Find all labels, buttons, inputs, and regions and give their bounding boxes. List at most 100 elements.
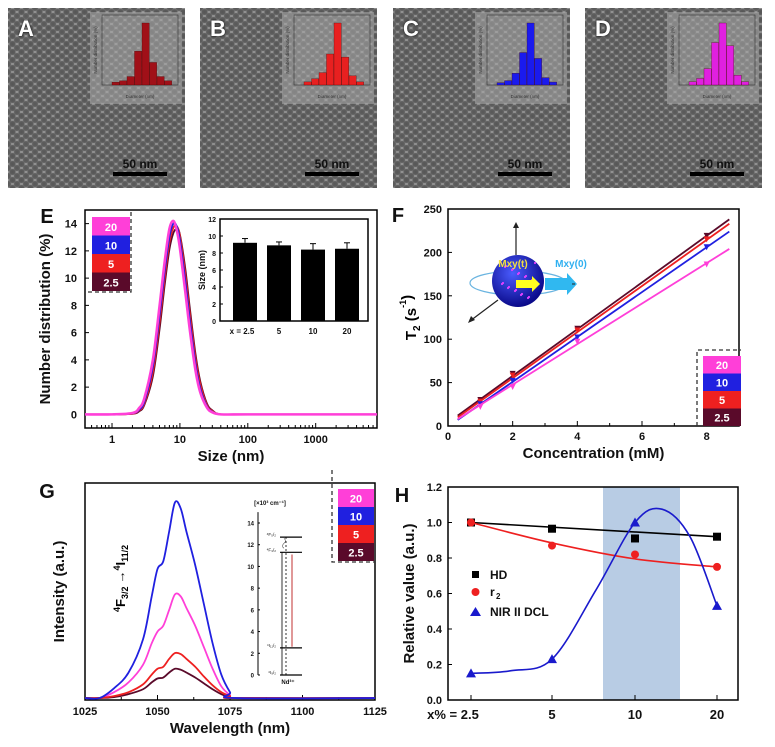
inset-bar	[233, 242, 257, 321]
spectrum-2.5	[84, 667, 376, 700]
transition-part: 11/2	[120, 545, 130, 562]
x-tick-label: x% = 2.5	[427, 707, 479, 722]
inset-bar	[267, 245, 291, 321]
y-axis-label-part: T	[403, 331, 420, 340]
inset-x-tick-label: 20	[343, 327, 352, 336]
histogram-xlabel: Diameter (nm)	[318, 94, 347, 99]
legend-border	[86, 212, 132, 293]
tem-image-b: B Number distribution (%) Diameter (nm) 50 …	[200, 8, 377, 188]
dopant-dot	[500, 282, 504, 286]
x-tick-label: 1075	[218, 706, 242, 718]
y-axis-label: Number distribution (%)	[37, 234, 54, 405]
arrow-head	[513, 222, 519, 228]
inset-y-tick-label: 0	[212, 319, 216, 326]
histogram-bar	[111, 82, 120, 86]
x-axis-label: Size (nm)	[198, 448, 265, 465]
y-tick-label: 0.0	[427, 695, 442, 707]
y-tick-label: 0.4	[427, 624, 443, 636]
dopant-dot	[526, 296, 530, 300]
y-tick-label: 0.6	[427, 589, 442, 601]
y-axis-label: Intensity (a.u.)	[51, 541, 68, 643]
histogram-inset: Number distribution (%) Diameter (nm)	[475, 12, 567, 104]
legend-label: 10	[350, 512, 362, 524]
histogram-bar	[696, 78, 704, 86]
histogram-bar	[149, 62, 157, 86]
legend-swatch-20	[338, 489, 374, 507]
y-axis-label: Relative value (a.u.)	[401, 523, 418, 663]
panel-label: B	[210, 16, 226, 41]
histogram-bar	[526, 22, 535, 86]
legend-label: 20	[105, 222, 117, 234]
histogram-bar	[711, 42, 719, 86]
x-tick-label: 1100	[291, 706, 315, 718]
legend-border	[696, 349, 741, 426]
legend-swatch-2.5	[703, 408, 741, 426]
inset-x-tick-label: 5	[277, 327, 282, 336]
scale-bar: 50 nm	[498, 157, 552, 176]
dopant-dot	[516, 272, 520, 276]
x-tick-label: 6	[639, 431, 645, 443]
transition-part: 4	[112, 566, 122, 571]
legend-marker-nir	[470, 607, 481, 616]
data-point-circle	[713, 562, 721, 571]
scale-bar: 50 nm	[113, 157, 167, 176]
legend-swatch-10	[703, 373, 741, 391]
histogram-bar	[318, 72, 327, 86]
dopant-dot	[533, 261, 537, 265]
histogram: Number distribution (%) Diameter (nm)	[93, 14, 179, 99]
scale-bar: 50 nm	[690, 157, 744, 176]
panel-label: A	[18, 16, 34, 41]
dopant-dot	[510, 268, 514, 272]
y-tick-label: 1.0	[427, 518, 442, 530]
dopant-dot	[513, 289, 517, 293]
energy-tick-label: 12	[247, 543, 254, 549]
histogram-inset: Number distribution (%) Diameter (nm)	[667, 12, 759, 104]
data-point-circle	[631, 550, 639, 559]
x-axis-label: Wavelength (nm)	[170, 720, 290, 737]
energy-tick-label: 10	[247, 565, 254, 571]
histogram-bar	[164, 80, 172, 86]
series-line-0	[470, 521, 718, 538]
legend-swatch-2.5	[92, 272, 130, 291]
histogram-bar	[496, 82, 505, 86]
y-tick-label: 200	[424, 247, 442, 259]
plot-frame-f	[447, 208, 740, 427]
mxyt-arrow	[516, 276, 540, 292]
y-tick-label: 10	[65, 273, 77, 285]
legend-h: HD r 2 NIR II DCL	[470, 568, 549, 619]
panel-label-g: G	[39, 481, 55, 503]
histogram: Number distribution (%) Diameter (nm)	[670, 14, 756, 99]
energy-tick-label: 14	[247, 522, 254, 528]
histogram-bar	[356, 81, 364, 86]
histogram-xlabel: Diameter (nm)	[703, 94, 732, 99]
data-point-circle	[548, 541, 556, 550]
histogram-ylabel: Number distribution (%)	[670, 26, 675, 74]
highlight-region	[603, 487, 680, 700]
data-point-square	[713, 532, 721, 541]
y-tick-label: 100	[424, 334, 442, 346]
transition-part: F	[113, 599, 128, 607]
dopant-dot	[503, 265, 507, 269]
histogram-ylabel: Number distribution (%)	[285, 26, 290, 74]
x-tick-label: 8	[704, 431, 710, 443]
legend-label: 2.5	[714, 413, 729, 425]
dopant-dot	[498, 260, 502, 264]
fit-line-2.5	[457, 218, 730, 417]
spectrum-20	[84, 592, 376, 700]
histogram: Number distribution (%) Diameter (nm)	[285, 14, 371, 99]
data-point	[477, 403, 484, 410]
energy-tick-label: 2	[251, 652, 255, 658]
y-axis-label-part: )	[399, 295, 416, 300]
energy-tick-label: 8	[251, 587, 255, 593]
energy-tick-label: 6	[251, 608, 255, 614]
y-tick-label: 0.8	[427, 553, 442, 565]
y-tick-label: 4	[71, 355, 78, 367]
y-tick-label: 1.2	[427, 482, 442, 494]
data-point	[509, 377, 516, 384]
histogram-xlabel: Diameter (nm)	[511, 94, 540, 99]
series-line-2	[470, 507, 718, 675]
inset-y-tick-label: 2	[212, 302, 216, 309]
x-tick-label: 1125	[363, 706, 387, 718]
y-tick-label: 150	[424, 291, 442, 303]
legend-swatch-5	[92, 254, 130, 273]
